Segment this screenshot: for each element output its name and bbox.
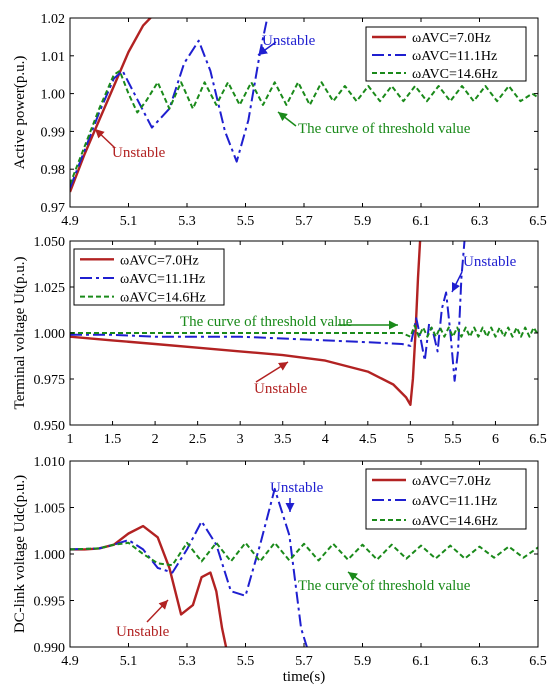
legend-label: ωAVC=11.1Hz [412, 494, 497, 509]
annotation-label: Unstable [262, 33, 316, 49]
chart-panel-1: 4.9 5.1 5.3 5.5 5.7 5.9 6.1 6.3 6.5 0.97 0.98 0.99 1… [12, 12, 547, 229]
y-tick-label: 0.995 [34, 595, 66, 610]
annotation-label: The curve of threshold value [298, 121, 471, 137]
annotation-label: Unstable [270, 480, 324, 496]
series-line-3 [70, 541, 538, 567]
x-tick-label: 3.5 [274, 432, 292, 447]
annotation-label: Unstable [254, 381, 308, 397]
x-tick-label: 5.3 [178, 214, 196, 229]
legend-label: ωAVC=7.0Hz [412, 474, 491, 489]
series-line-1 [70, 241, 422, 406]
x-tick-label: 5.9 [354, 654, 372, 669]
x-tick-label: 5.9 [354, 214, 372, 229]
x-tick-label: 6.5 [529, 214, 547, 229]
x-tick-label: 6.5 [529, 432, 547, 447]
y-tick-label: 1.000 [34, 327, 66, 342]
y-tick-label: 0.98 [41, 163, 66, 178]
y-tick-label: 0.99 [41, 125, 66, 140]
x-tick-label: 6 [492, 432, 499, 447]
chart-panel-3: 4.9 5.1 5.3 5.5 5.7 5.9 6.1 6.3 6.5 0.990 0.995 1.0… [12, 455, 547, 685]
annotation-label: Unstable [463, 254, 517, 270]
legend: ωAVC=7.0Hz ωAVC=11.1Hz ωAVC=14.6Hz [365, 468, 527, 530]
x-tick-label: 6.3 [471, 654, 489, 669]
y-tick-label: 1.02 [41, 12, 66, 27]
x-tick-label: 4.9 [61, 214, 79, 229]
y-axis-label: Terminal voltage Ut(p.u.) [12, 256, 28, 409]
x-tick-label: 5.3 [178, 654, 196, 669]
legend-label: ωAVC=11.1Hz [120, 272, 205, 287]
y-tick-label: 0.97 [41, 201, 66, 216]
legend-label: ωAVC=14.6Hz [412, 67, 498, 82]
x-axis-label: time(s) [283, 669, 326, 685]
annotation-label: Unstable [116, 624, 170, 640]
annotation-label: The curve of threshold value [180, 314, 353, 330]
y-tick-label: 0.950 [34, 419, 66, 434]
x-tick-label: 5 [407, 432, 414, 447]
annotation-arrow [257, 41, 277, 56]
y-tick-label: 1.00 [41, 88, 66, 103]
annotation-arrow [94, 128, 116, 149]
x-tick-label: 5.7 [295, 214, 313, 229]
chart-panel-2: 1 1.5 2 2.5 3 3.5 4 4.5 5 5.5 6 6.5 0.950 0.975 1.000 1… [12, 235, 547, 447]
legend-label: ωAVC=11.1Hz [412, 49, 497, 64]
legend: ωAVC=7.0Hz ωAVC=11.1Hz ωAVC=14.6Hz [365, 26, 527, 82]
annotation-label: Unstable [112, 145, 166, 161]
y-tick-label: 1.000 [34, 548, 66, 563]
x-tick-label: 6.3 [471, 214, 489, 229]
y-tick-label: 0.975 [34, 373, 66, 388]
legend-label: ωAVC=7.0Hz [412, 31, 491, 46]
series-line-3 [70, 69, 538, 185]
annotation-arrow [255, 361, 289, 383]
legend: ωAVC=7.0Hz ωAVC=11.1Hz ωAVC=14.6Hz [73, 248, 225, 306]
y-tick-label: 0.990 [34, 641, 66, 656]
y-tick-label: 1.025 [34, 281, 66, 296]
x-tick-label: 1.5 [104, 432, 122, 447]
series-line-2 [70, 18, 269, 189]
x-tick-label: 5.1 [120, 214, 138, 229]
y-tick-label: 1.010 [34, 455, 66, 470]
legend-label: ωAVC=14.6Hz [120, 291, 206, 306]
x-tick-label: 4.5 [359, 432, 377, 447]
x-tick-label: 1 [67, 432, 74, 447]
series-line-1 [70, 18, 153, 193]
x-tick-label: 5.5 [237, 214, 255, 229]
y-axis-label: DC-link voltage Udc(p.u.) [12, 475, 28, 633]
x-tick-label: 2.5 [189, 432, 207, 447]
x-tick-label: 4 [322, 432, 329, 447]
annotation-arrow [146, 599, 169, 623]
x-tick-label: 6.1 [412, 214, 430, 229]
annotation-arrow [277, 111, 297, 127]
legend-label: ωAVC=7.0Hz [120, 253, 199, 268]
annotation-arrow [347, 571, 363, 583]
x-tick-label: 5.7 [295, 654, 313, 669]
x-tick-label: 6.1 [412, 654, 430, 669]
series-line-2 [70, 487, 308, 647]
x-tick-label: 5.1 [120, 654, 138, 669]
y-tick-label: 1.050 [34, 235, 66, 250]
annotation-arrow [451, 271, 463, 293]
y-tick-label: 1.005 [34, 502, 66, 517]
x-tick-label: 6.5 [529, 654, 547, 669]
y-tick-label: 1.01 [41, 50, 66, 65]
annotation-label: The curve of threshold value [298, 578, 471, 594]
x-tick-label: 4.9 [61, 654, 79, 669]
x-tick-label: 3 [237, 432, 244, 447]
series-line-2 [70, 241, 466, 382]
x-tick-label: 2 [152, 432, 159, 447]
x-tick-label: 5.5 [444, 432, 462, 447]
y-axis-label: Active power(p.u.) [12, 56, 28, 170]
x-tick-label: 5.5 [237, 654, 255, 669]
legend-label: ωAVC=14.6Hz [412, 514, 498, 529]
